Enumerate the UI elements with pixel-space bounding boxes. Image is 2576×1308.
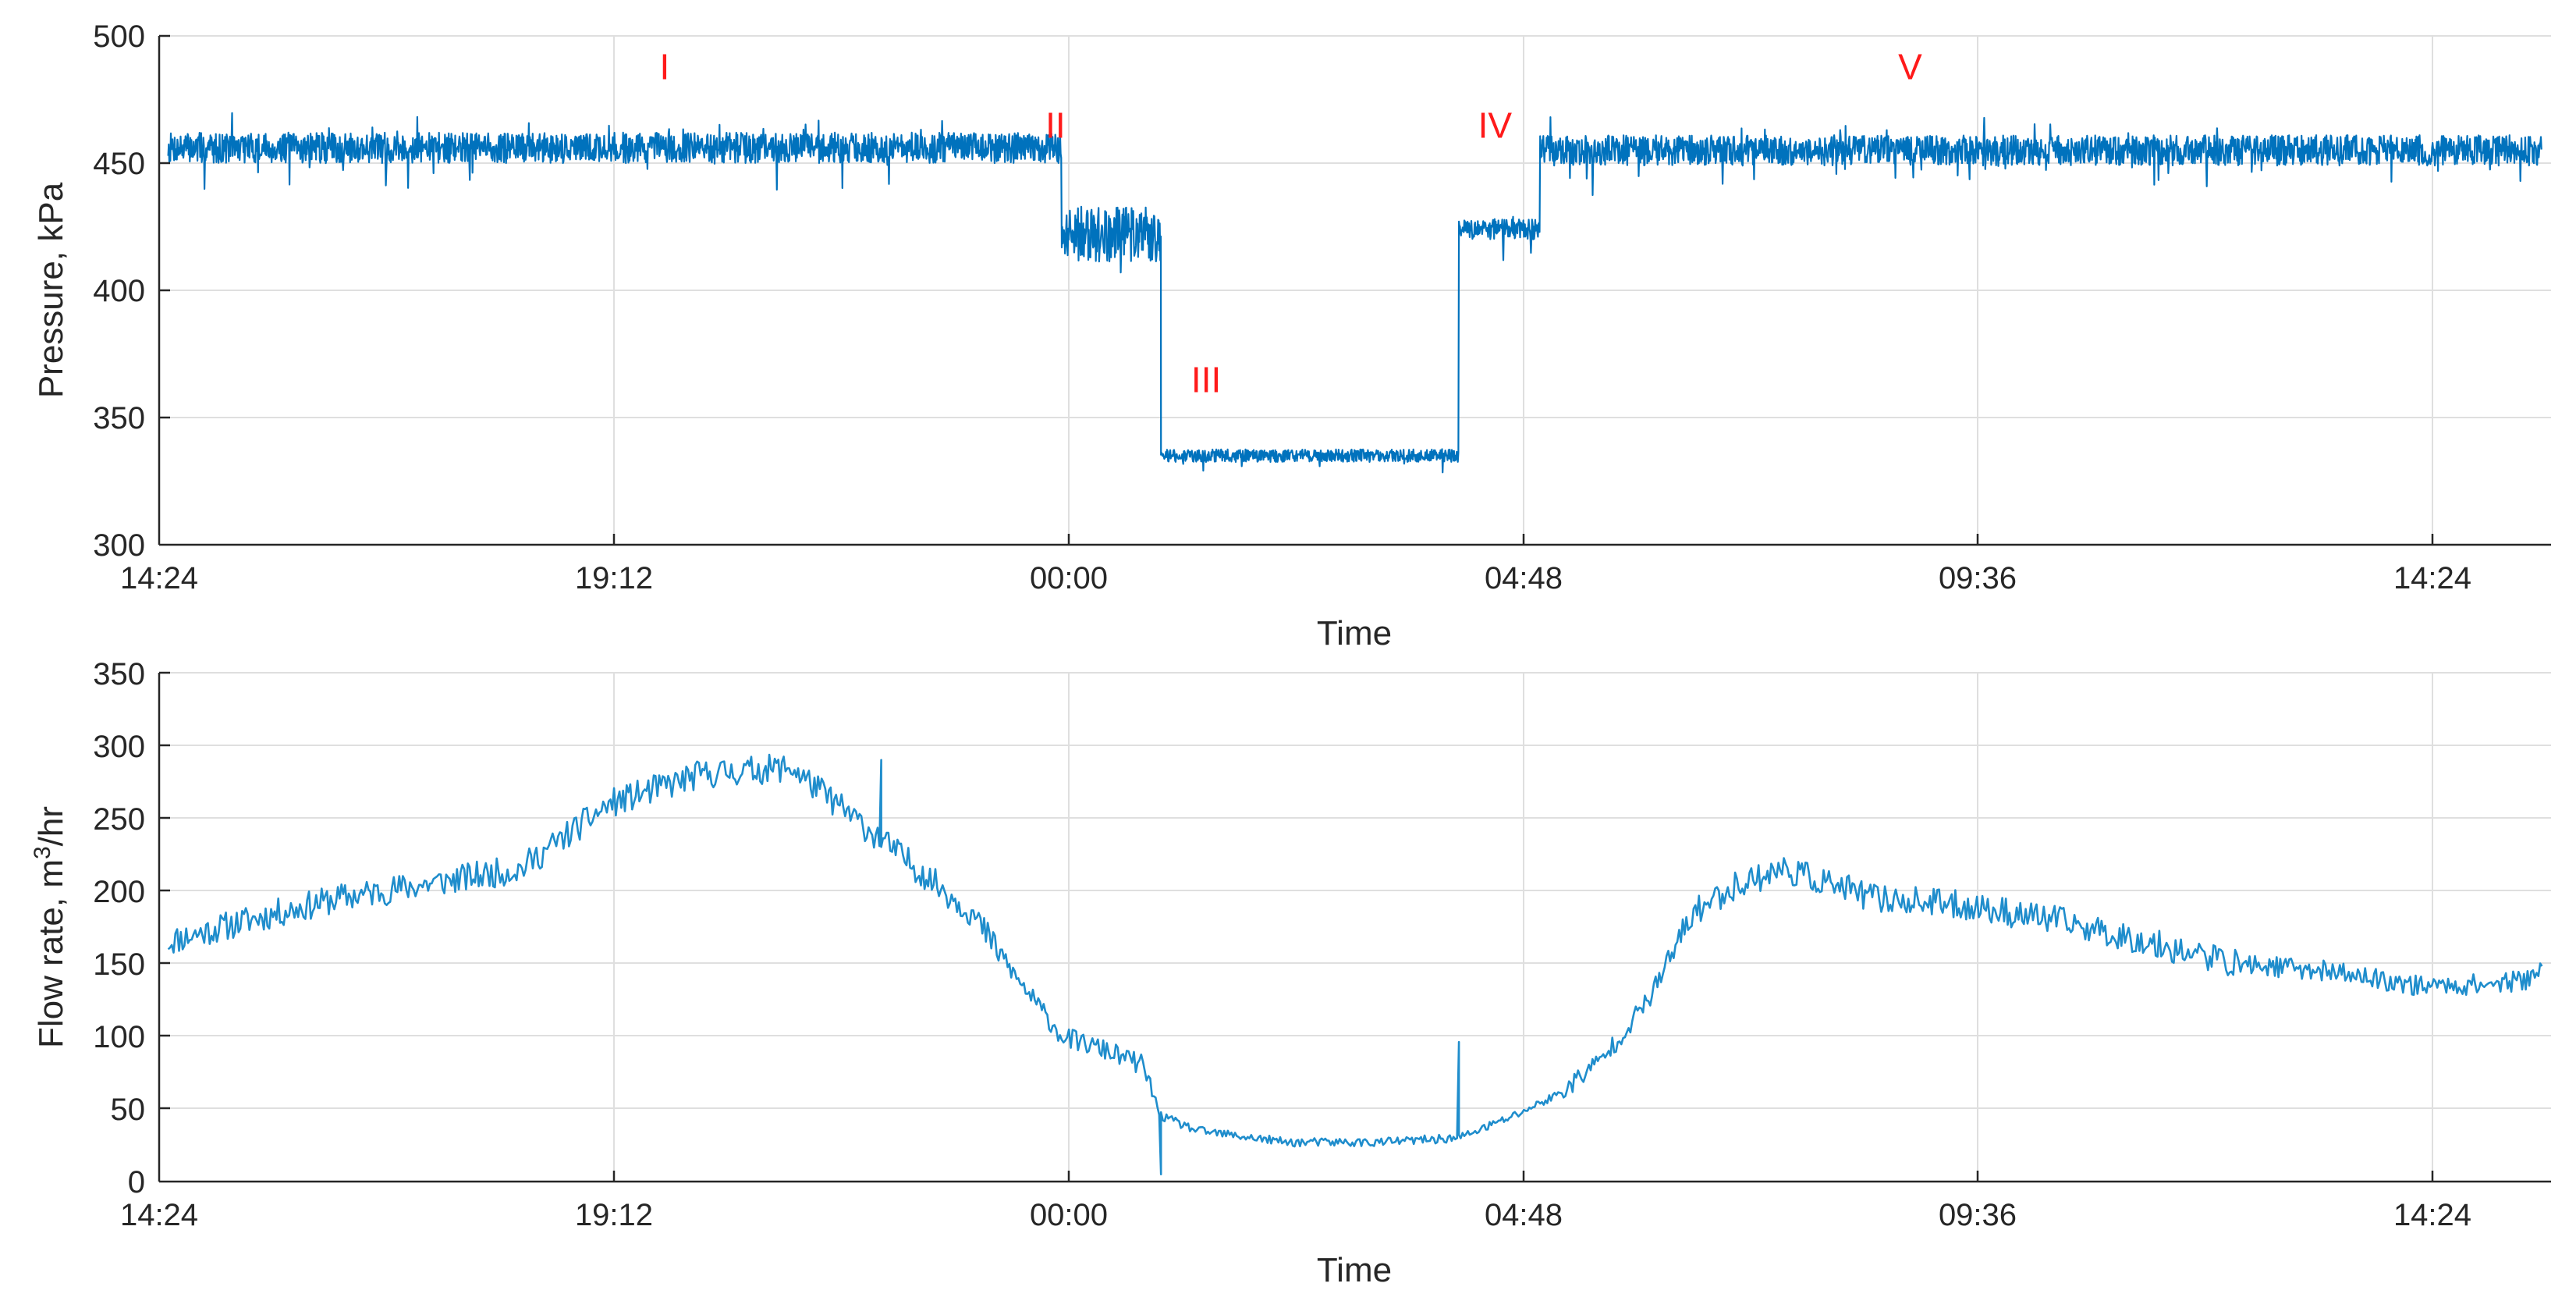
flow-ylabel-superscript: 3: [30, 846, 55, 859]
flow-series-line: [167, 753, 2543, 1176]
flow-axes: [158, 671, 2551, 1183]
flow-grid: [159, 672, 2551, 1182]
pressure-ytick-label: 300: [93, 528, 145, 563]
pressure-y-axis-label: Pressure, kPa: [32, 182, 70, 398]
flow-x-axis-label: Time: [1317, 1251, 1392, 1289]
flow-xtick-label: 14:24: [2393, 1198, 2471, 1232]
flow-ytick-label: 150: [93, 947, 145, 982]
flow-xtick-label: 09:36: [1939, 1198, 2017, 1232]
flow-ylabel-main: Flow rate, m: [32, 859, 70, 1048]
pressure-series-line: [167, 112, 2542, 474]
flow-ytick-label: 0: [128, 1165, 145, 1200]
flow-ytick-label: 300: [93, 730, 145, 764]
pressure-y-ticks: [159, 34, 170, 419]
flow-x-ticks: [612, 1171, 2434, 1182]
phase-label: III: [1191, 359, 1221, 400]
flow-chart: 0 50 100 150 200 250 300 350 14:24 19:12…: [30, 657, 2551, 1289]
pressure-xtick-label: 19:12: [575, 561, 653, 595]
pressure-ytick-label: 500: [93, 20, 145, 54]
flow-xtick-label: 00:00: [1030, 1198, 1108, 1232]
pressure-xtick-label: 14:24: [120, 561, 198, 595]
phase-label: II: [1045, 105, 1066, 145]
flow-ytick-label: 250: [93, 802, 145, 837]
flow-y-ticks: [159, 671, 170, 1110]
phase-label: IV: [1478, 105, 1513, 145]
flow-xtick-label: 14:24: [120, 1198, 198, 1232]
flow-x-tick-labels: 14:24 19:12 00:00 04:48 09:36 14:24: [120, 1198, 2471, 1232]
flow-xtick-label: 19:12: [575, 1198, 653, 1232]
flow-xtick-label: 04:48: [1485, 1198, 1563, 1232]
pressure-x-ticks: [612, 534, 2434, 545]
flow-ytick-label: 350: [93, 657, 145, 691]
flow-ytick-label: 50: [111, 1093, 146, 1127]
pressure-ytick-label: 450: [93, 147, 145, 181]
pressure-x-tick-labels: 14:24 19:12 00:00 04:48 09:36 14:24: [120, 561, 2471, 595]
flow-ytick-label: 200: [93, 875, 145, 909]
pressure-ytick-label: 400: [93, 274, 145, 308]
phase-label: I: [660, 46, 670, 87]
flow-ylabel-tail: /hr: [32, 806, 70, 846]
pressure-x-axis-label: Time: [1317, 614, 1392, 652]
pressure-xtick-label: 14:24: [2393, 561, 2471, 595]
flow-y-tick-labels: 0 50 100 150 200 250 300 350: [93, 657, 145, 1200]
pressure-chart: 300 350 400 450 500 14:24 19:12 00:00 04…: [32, 20, 2551, 652]
pressure-axes: [158, 34, 2551, 546]
phase-label: V: [1898, 46, 1922, 87]
pressure-xtick-label: 00:00: [1030, 561, 1108, 595]
pressure-ytick-label: 350: [93, 401, 145, 435]
pressure-xtick-label: 09:36: [1939, 561, 2017, 595]
flow-y-axis-label: Flow rate, m3/hr: [30, 806, 70, 1048]
flow-ytick-label: 100: [93, 1020, 145, 1054]
pressure-y-tick-labels: 300 350 400 450 500: [93, 20, 145, 563]
pressure-xtick-label: 04:48: [1485, 561, 1563, 595]
pressure-grid: [159, 35, 2551, 545]
